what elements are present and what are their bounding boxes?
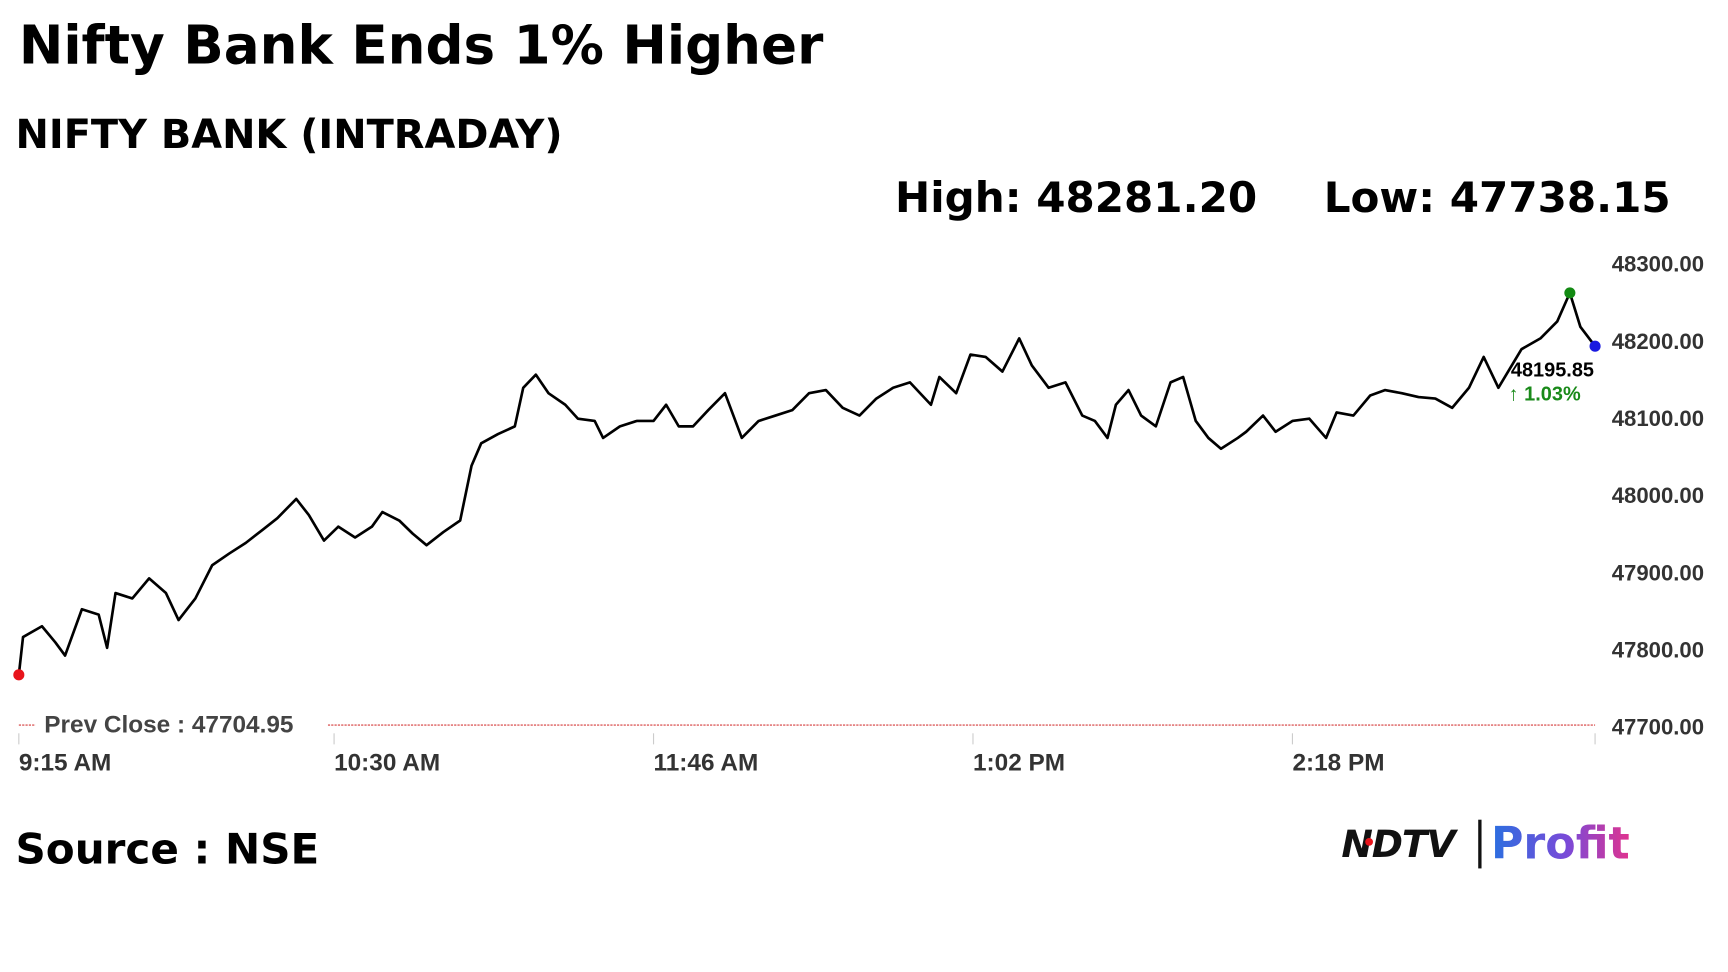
y-tick-label: 48300.00 [1612,252,1704,277]
chart-subtitle: NIFTY BANK (INTRADAY) [16,112,563,158]
y-tick-label: 48000.00 [1612,483,1704,508]
y-tick-label: 48200.00 [1612,329,1704,354]
chart-title: Nifty Bank Ends 1% Higher [19,14,824,76]
end-dot [1589,340,1601,352]
prev-close-label: Prev Close : 47704.95 [44,712,293,739]
y-tick-label: 47900.00 [1612,560,1704,585]
high-text: High: 48281.20 [895,173,1257,222]
x-tick-label: 9:15 AM [19,750,112,777]
change-label: ↑ 1.03% [1509,384,1581,406]
x-tick-label: 1:02 PM [973,750,1065,777]
x-tick-label: 2:18 PM [1292,750,1384,777]
start-dot [13,669,25,681]
x-tick-label: 11:46 AM [654,750,759,777]
x-tick-label: 10:30 AM [334,750,440,777]
brand-product: Profit [1491,818,1630,869]
price-line [17,291,1597,675]
y-tick-label: 48100.00 [1612,406,1704,431]
low-text: Low: 47738.15 [1324,173,1671,222]
y-tick-label: 47700.00 [1612,715,1704,740]
y-tick-label: 47800.00 [1612,638,1704,663]
prev-close-bg [35,711,328,737]
last-value-label: 48195.85 [1511,359,1594,381]
brand-dot [1365,837,1373,846]
source: Source : NSE [16,824,320,873]
high-dot [1564,287,1576,299]
brand-name: NDTV [1341,822,1458,866]
